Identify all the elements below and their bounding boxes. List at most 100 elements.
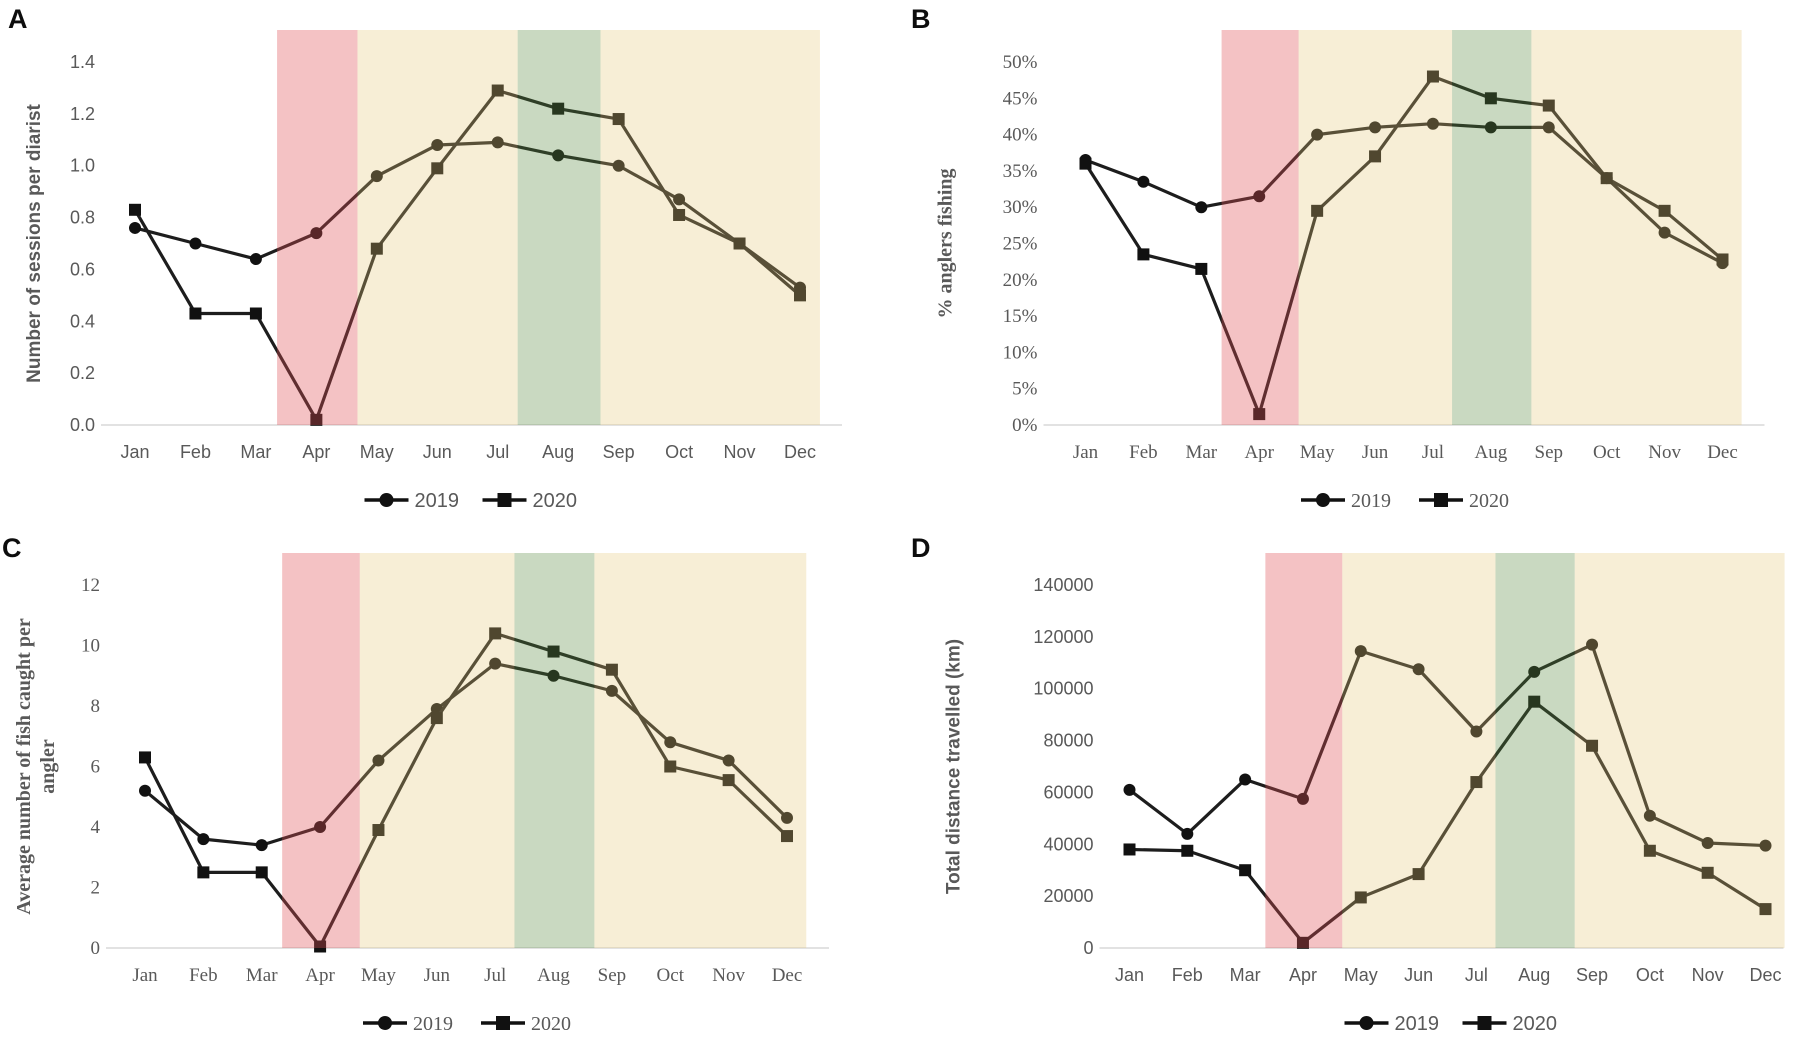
x-tick-label: Jun bbox=[1404, 965, 1433, 985]
data-point-circle bbox=[314, 821, 327, 833]
red-lockdown-band bbox=[282, 553, 360, 948]
data-point-square bbox=[372, 824, 385, 837]
green-band-august bbox=[1495, 553, 1575, 948]
y-tick-label: 10% bbox=[1003, 342, 1038, 363]
data-point-square bbox=[431, 162, 444, 175]
data-point-circle bbox=[310, 227, 323, 240]
x-tick-label: Dec bbox=[784, 442, 816, 462]
data-point-square bbox=[733, 237, 746, 250]
panel-letter-d: D bbox=[911, 533, 931, 563]
data-point-square bbox=[673, 208, 686, 221]
data-point-circle bbox=[1528, 665, 1541, 678]
y-tick-label: 10 bbox=[81, 636, 100, 657]
data-point-circle bbox=[552, 149, 565, 162]
x-tick-label: Jul bbox=[1465, 965, 1488, 985]
x-tick-label: Nov bbox=[724, 442, 756, 462]
legend: 2019 2020 bbox=[363, 1013, 571, 1035]
series-line-2020 bbox=[143, 631, 789, 949]
y-tick-label: 12 bbox=[81, 575, 100, 596]
data-point-square bbox=[1470, 776, 1483, 789]
y-tick-label: 0 bbox=[91, 938, 101, 959]
yellow-band-spring bbox=[357, 30, 518, 425]
legend-label-2020: 2020 bbox=[1513, 1013, 1558, 1035]
data-point-square bbox=[547, 645, 560, 658]
panel-a: A 0.0 0.2 0.4 0.6 0.8 1.0 1.2 1.4 Jan Feb Mar Apr Ma… bbox=[0, 0, 897, 523]
data-point-circle bbox=[1542, 121, 1555, 134]
green-band-august bbox=[1452, 30, 1532, 425]
data-point-square bbox=[1701, 866, 1714, 879]
legend-label-2019: 2019 bbox=[1351, 490, 1391, 512]
data-point-square bbox=[781, 830, 793, 843]
x-tick-label: Feb bbox=[1129, 442, 1158, 463]
data-point-square bbox=[129, 203, 141, 216]
x-tick-label: Jan bbox=[132, 965, 158, 986]
data-point-square bbox=[1079, 157, 1092, 170]
x-tick-label: Mar bbox=[240, 442, 271, 462]
data-point-circle bbox=[1426, 117, 1439, 130]
x-tick-label: Dec bbox=[772, 965, 803, 986]
x-tick-label: May bbox=[1344, 965, 1378, 985]
x-tick-label: Oct bbox=[657, 965, 685, 986]
series-line-2020 bbox=[1129, 700, 1767, 945]
data-point-square bbox=[1354, 891, 1367, 904]
x-tick-label: May bbox=[361, 965, 396, 986]
series-2020 bbox=[1079, 70, 1729, 421]
data-point-circle bbox=[431, 138, 444, 151]
data-point-circle bbox=[1586, 638, 1599, 651]
yellow-band-spring bbox=[1342, 553, 1496, 948]
y-tick-label: 30% bbox=[1003, 197, 1038, 218]
data-point-square bbox=[552, 102, 565, 115]
data-point-circle bbox=[189, 237, 202, 250]
x-tick-label: Aug bbox=[1474, 442, 1507, 463]
y-tick-label: 4 bbox=[91, 817, 101, 838]
x-tick-label: Feb bbox=[180, 442, 211, 462]
y-tick-label: 6 bbox=[91, 757, 101, 778]
yellow-band-spring bbox=[1298, 30, 1453, 425]
data-point-square bbox=[1600, 172, 1613, 185]
data-point-square bbox=[1369, 150, 1382, 163]
data-point-circle bbox=[1137, 175, 1150, 188]
data-point-square bbox=[1311, 204, 1324, 217]
data-point-circle bbox=[781, 811, 793, 824]
y-tick-label: 0% bbox=[1012, 415, 1038, 436]
legend-circle-marker bbox=[1359, 1016, 1374, 1030]
legend-circle-marker bbox=[379, 493, 394, 507]
series-line-2019 bbox=[1128, 643, 1766, 848]
y-tick-label: 25% bbox=[1003, 234, 1038, 255]
x-tick-label: Mar bbox=[1185, 442, 1217, 463]
data-point-square bbox=[1528, 695, 1541, 708]
data-point-circle bbox=[1123, 783, 1136, 796]
data-point-square bbox=[1484, 92, 1497, 105]
legend-label-2019: 2019 bbox=[1395, 1013, 1440, 1035]
series-2019 bbox=[139, 657, 793, 852]
y-axis-title: % anglers fishing bbox=[935, 168, 957, 318]
y-axis-title: Total distance travelled (km) bbox=[944, 639, 965, 894]
x-tick-label: Apr bbox=[305, 965, 335, 986]
data-point-square bbox=[1759, 903, 1772, 916]
data-point-circle bbox=[1484, 121, 1497, 134]
legend-label-2019: 2019 bbox=[413, 1013, 453, 1035]
legend-square-marker bbox=[497, 493, 512, 507]
x-tick-label: Aug bbox=[1518, 965, 1550, 985]
panel-letter-c: C bbox=[2, 533, 22, 563]
data-point-square bbox=[1542, 99, 1555, 112]
data-point-circle bbox=[1658, 226, 1671, 239]
x-tick-label: Apr bbox=[302, 442, 330, 462]
x-tick-label: Jul bbox=[484, 965, 506, 986]
x-tick-label: Sep bbox=[603, 442, 635, 462]
legend-square-marker bbox=[1434, 493, 1448, 507]
x-tick-label: Feb bbox=[1172, 965, 1203, 985]
x-tick-label: Jun bbox=[423, 442, 452, 462]
red-lockdown-band bbox=[277, 30, 358, 425]
y-tick-label: 0.8 bbox=[70, 208, 95, 228]
data-point-square bbox=[1239, 864, 1252, 877]
y-tick-label: 60000 bbox=[1043, 782, 1093, 802]
y-tick-label: 0.4 bbox=[70, 311, 95, 331]
data-point-circle bbox=[139, 784, 151, 797]
x-tick-label: Nov bbox=[1648, 442, 1681, 463]
green-band-august bbox=[517, 30, 601, 425]
data-point-square bbox=[605, 663, 618, 676]
y-tick-label: 0 bbox=[1083, 938, 1093, 958]
x-tick-label: Jun bbox=[1362, 442, 1389, 463]
